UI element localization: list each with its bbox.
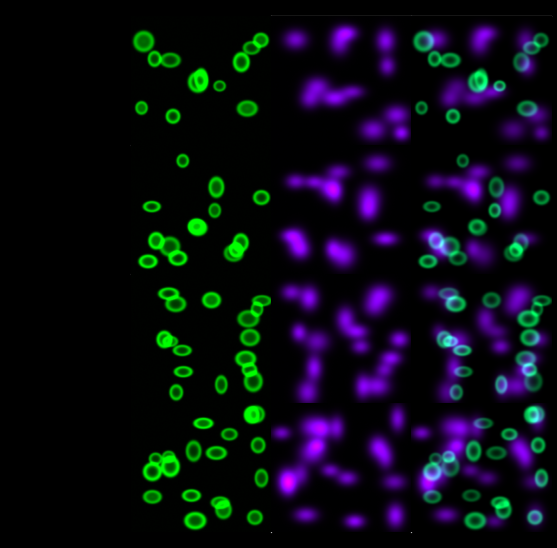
Text: 10μm: 10μm bbox=[471, 497, 497, 506]
